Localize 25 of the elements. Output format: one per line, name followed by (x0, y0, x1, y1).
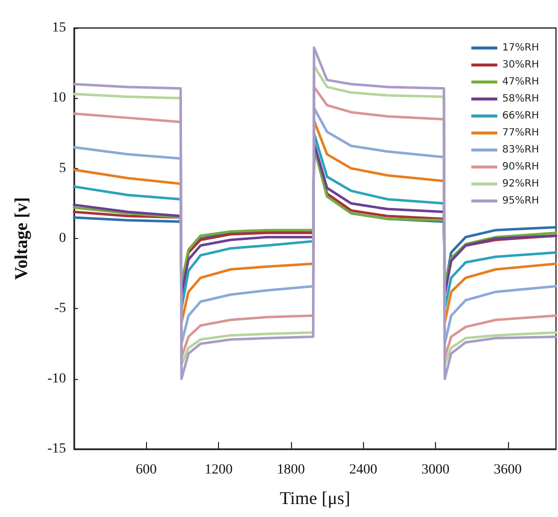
legend-label: 83%RH (502, 144, 540, 156)
y-tick-label: -15 (47, 442, 66, 456)
x-tick-label: 2400 (349, 462, 378, 478)
x-tick-label: 3000 (422, 462, 450, 478)
legend-label: 17%RH (502, 42, 540, 54)
y-axis-title: Voltage [v] (11, 197, 31, 280)
legend-label: 95%RH (502, 196, 540, 206)
x-tick-label: 1200 (204, 462, 233, 478)
x-tick-label: 1800 (276, 462, 305, 478)
x-tick-label: 600 (136, 462, 157, 478)
legend-label: 92%RH (502, 178, 540, 190)
y-tick-label: 15 (52, 20, 66, 36)
x-tick-label: 3600 (494, 462, 522, 478)
y-tick-label: 10 (52, 90, 66, 106)
legend-label: 66%RH (502, 110, 540, 122)
y-tick-label: 0 (59, 231, 66, 246)
y-tick-label: -5 (54, 301, 66, 316)
x-axis-title: Time [μs] (280, 488, 350, 508)
y-tick-label: 5 (59, 160, 66, 176)
legend-label: 77%RH (502, 128, 540, 138)
legend-label: 58%RH (502, 94, 540, 104)
legend-label: 30%RH (502, 60, 540, 70)
legend-label: 90%RH (502, 162, 540, 172)
legend-label: 47%RH (502, 76, 540, 88)
y-tick-label: -10 (47, 371, 66, 386)
